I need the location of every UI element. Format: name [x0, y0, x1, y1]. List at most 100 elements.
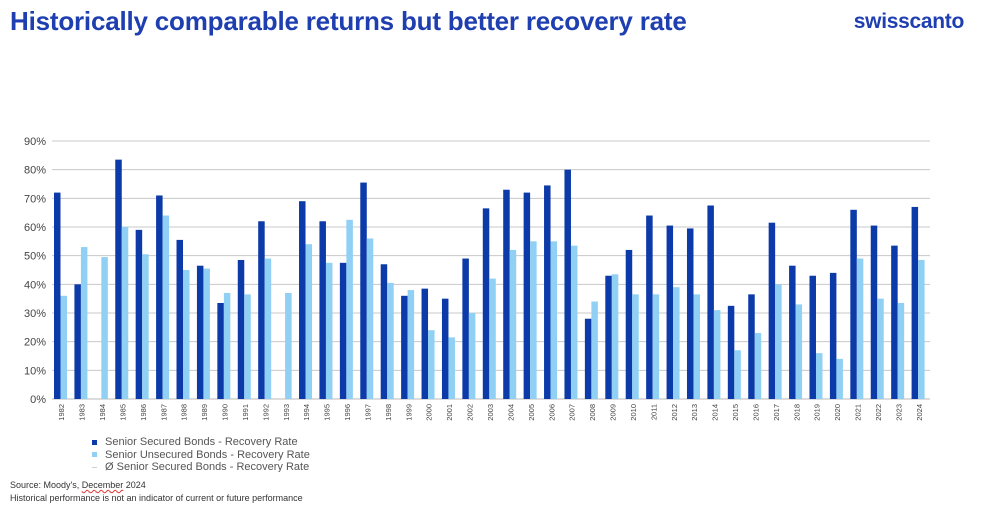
x-tick-label: 1999: [404, 404, 413, 421]
x-tick-label: 2018: [792, 404, 801, 421]
x-tick-label: 2021: [854, 404, 863, 421]
bar-secured: [850, 209, 857, 399]
x-tick-label: 2010: [629, 404, 638, 421]
swisscanto-logo: swisscanto: [853, 10, 965, 33]
bar-unsecured: [305, 244, 313, 399]
bar-unsecured: [693, 294, 700, 399]
bar-unsecured: [632, 294, 639, 399]
bar-secured: [156, 195, 163, 399]
bar-unsecured: [80, 247, 88, 399]
legend-item-unsecured: Senior Unsecured Bonds - Recovery Rate: [92, 449, 310, 462]
legend-label-average: Ø Senior Secured Bonds - Recovery Rate: [105, 461, 310, 472]
x-tick-label: 2002: [466, 404, 475, 421]
bar-secured: [891, 245, 898, 399]
x-tick-label: 1988: [180, 404, 189, 421]
bar-unsecured: [918, 259, 925, 399]
bar-unsecured: [264, 258, 272, 399]
bar-secured: [727, 305, 735, 399]
y-tick-label: 10%: [24, 365, 46, 377]
bar-unsecured: [183, 270, 190, 399]
bar-unsecured: [101, 257, 108, 399]
x-tick-label: 1982: [57, 404, 66, 421]
x-tick-label: 2017: [772, 404, 781, 421]
bar-secured: [646, 215, 653, 399]
bar-secured: [421, 288, 429, 399]
bar-secured: [789, 265, 796, 399]
x-tick-label: 1985: [118, 404, 127, 421]
bar-unsecured: [713, 310, 721, 399]
x-tick-label: 1994: [302, 404, 311, 421]
bar-unsecured: [203, 268, 210, 399]
bar-secured: [401, 295, 408, 399]
y-tick-label: 80%: [24, 165, 46, 177]
bar-unsecured: [325, 262, 333, 399]
x-tick-label: 1997: [363, 404, 372, 421]
bar-secured: [911, 206, 919, 399]
x-tick-label: 1989: [200, 404, 209, 421]
bar-unsecured: [550, 241, 558, 399]
x-tick-label: 1995: [323, 404, 332, 421]
bar-secured: [258, 221, 265, 399]
y-tick-label: 50%: [24, 251, 46, 263]
source-date: December: [81, 480, 124, 490]
bar-unsecured: [407, 290, 415, 399]
bar-secured: [176, 239, 184, 399]
x-tick-label: 2005: [527, 404, 536, 421]
bar-secured: [666, 225, 674, 399]
y-tick-label: 60%: [24, 222, 46, 234]
bar-secured: [544, 185, 551, 399]
bar-unsecured: [775, 284, 782, 399]
bar-unsecured: [591, 301, 598, 399]
bar-unsecured: [856, 258, 864, 399]
bar-secured: [74, 284, 81, 399]
x-tick-label: 1991: [241, 404, 250, 421]
bar-secured: [237, 259, 245, 399]
bar-unsecured: [897, 302, 905, 399]
bar-unsecured: [346, 219, 353, 399]
legend-swatch-unsecured: [92, 452, 97, 458]
bar-unsecured: [223, 292, 231, 399]
x-tick-label: 1992: [261, 404, 270, 421]
bar-secured: [564, 169, 571, 399]
bar-unsecured: [673, 287, 680, 399]
x-tick-label: 2008: [588, 404, 597, 421]
x-axis-ticks: 1982 1983 1984 1985 1986 1987 1988 1989 1990 1991…: [57, 404, 924, 421]
x-tick-label: 1987: [159, 404, 168, 421]
bars: [54, 159, 925, 399]
legend-swatch-secured: [92, 439, 97, 445]
bar-secured: [686, 228, 694, 399]
x-tick-label: 2014: [711, 404, 720, 421]
bar-secured: [360, 182, 367, 399]
x-tick-label: 2020: [833, 404, 842, 421]
bar-secured: [441, 298, 449, 399]
x-tick-label: 2015: [731, 404, 740, 421]
bar-unsecured: [754, 333, 762, 399]
x-tick-label: 2023: [894, 404, 903, 421]
bar-secured: [196, 265, 204, 399]
x-tick-label: 2000: [425, 404, 434, 421]
x-tick-label: 1986: [139, 404, 148, 421]
x-tick-label: 2013: [690, 404, 699, 421]
bar-secured: [339, 262, 347, 399]
bar-unsecured: [285, 292, 292, 399]
bar-secured: [870, 225, 878, 399]
bar-secured: [462, 258, 469, 399]
bar-secured: [482, 208, 490, 399]
bar-secured: [584, 318, 592, 399]
bar-unsecured: [121, 227, 129, 399]
bar-unsecured: [244, 294, 251, 399]
x-tick-label: 2003: [486, 404, 495, 421]
bar-secured: [809, 275, 816, 399]
bar-unsecured: [60, 295, 67, 399]
bar-unsecured: [509, 249, 517, 399]
x-tick-label: 2007: [568, 404, 577, 421]
bar-unsecured: [611, 274, 619, 399]
y-axis-ticks: 0% 10% 20% 30% 40% 50% 60% 70% 80% 90%: [24, 136, 46, 406]
bar-unsecured: [387, 282, 394, 399]
y-tick-label: 90%: [24, 136, 46, 148]
y-tick-label: 70%: [24, 193, 46, 205]
y-tick-label: 20%: [24, 337, 46, 349]
x-tick-label: 2006: [547, 404, 556, 421]
x-tick-label: 1996: [343, 404, 352, 421]
chart-legend: Senior Secured Bonds - Recovery Rate Sen…: [92, 436, 310, 472]
